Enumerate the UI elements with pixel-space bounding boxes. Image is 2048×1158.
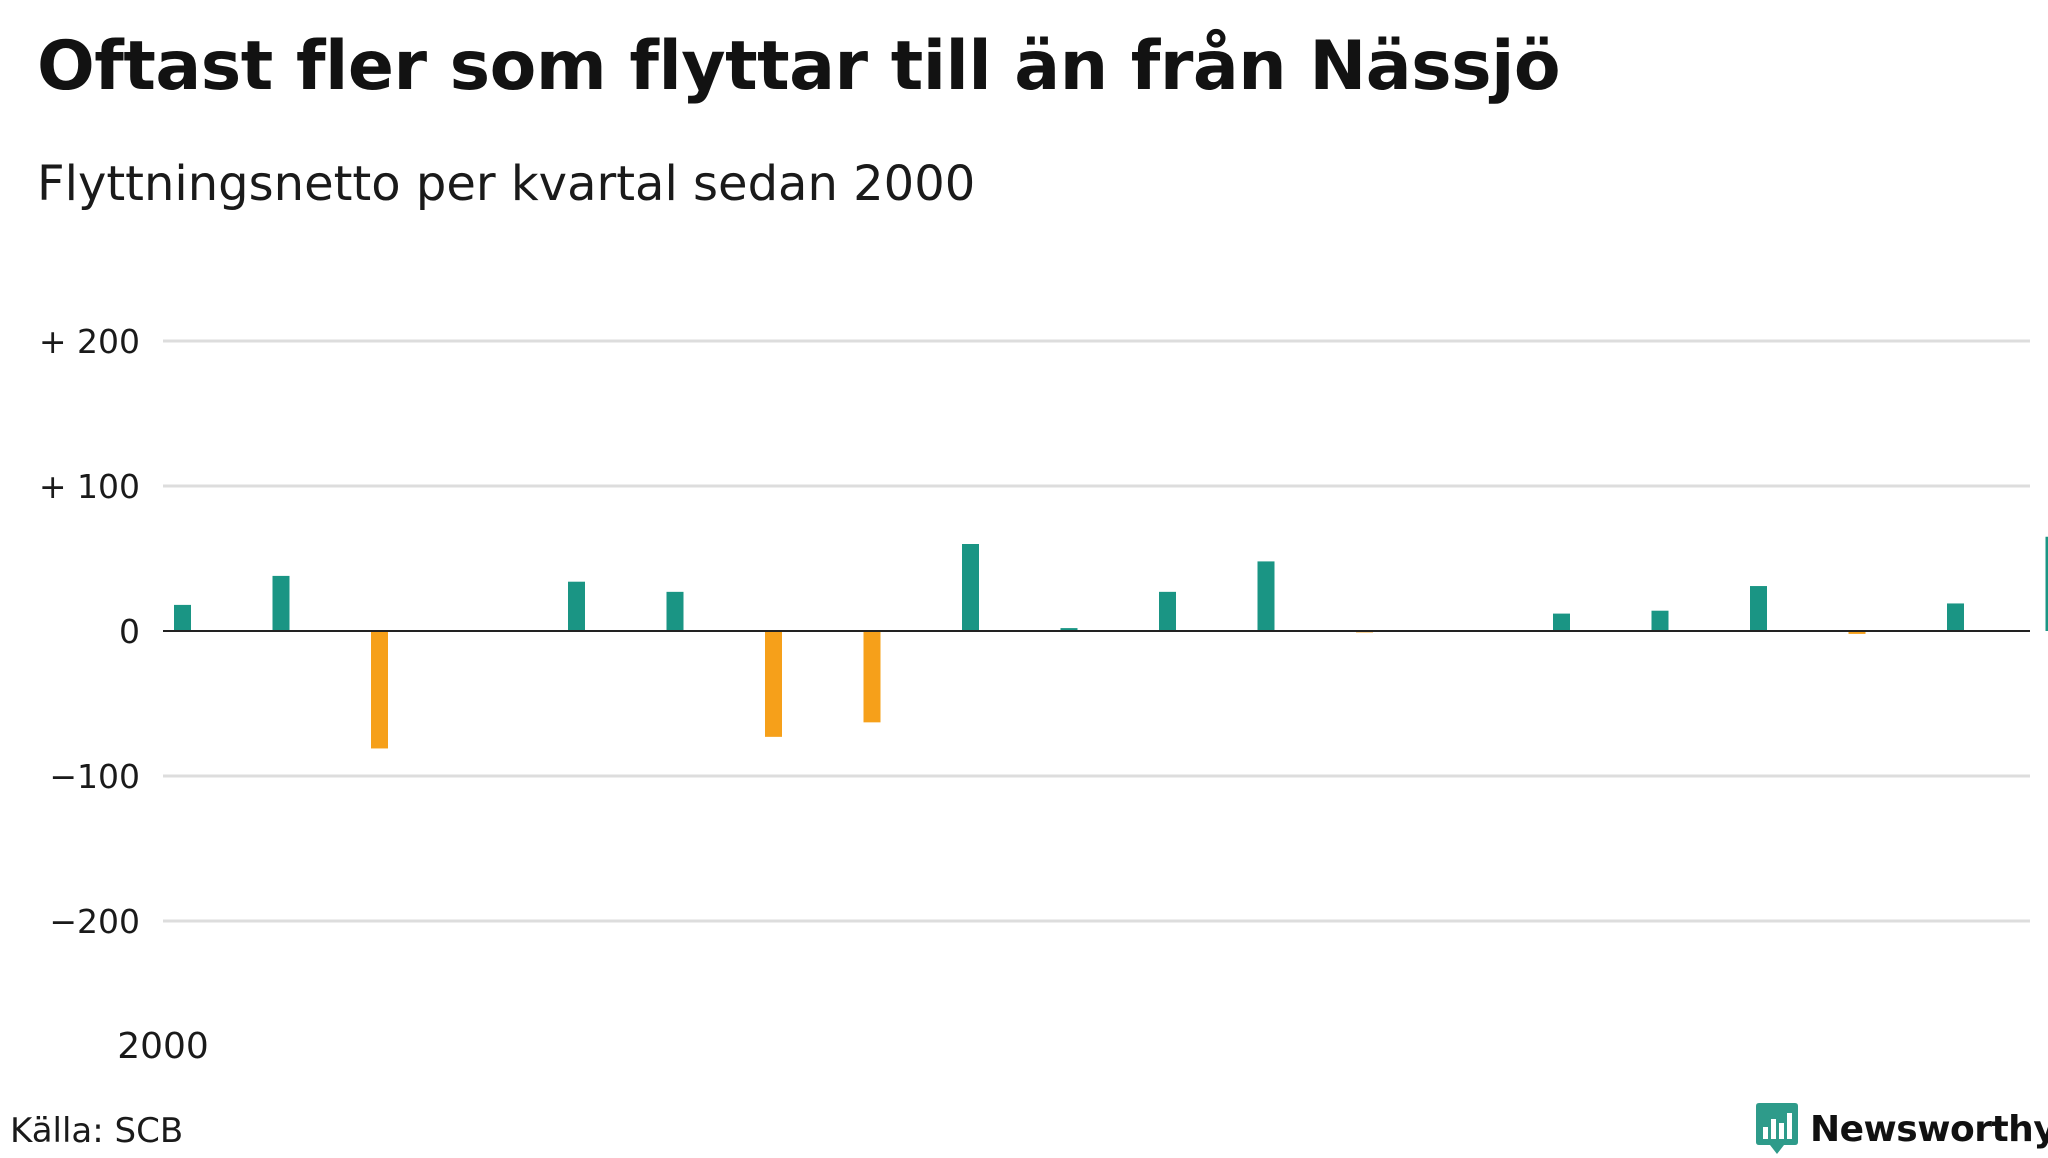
bar-chart-icon <box>1754 1101 1800 1157</box>
bar <box>1947 603 1964 631</box>
y-tick-label: + 100 <box>39 467 140 506</box>
bar <box>568 582 585 631</box>
bar <box>273 576 290 631</box>
x-axis-tick-labels: 20002005201020152020 <box>117 1026 2048 1067</box>
bar <box>962 544 979 631</box>
bar <box>667 592 684 631</box>
bar <box>1652 611 1669 631</box>
bar <box>864 631 881 722</box>
brand-name: Newsworthy <box>1810 1109 2048 1150</box>
newsworthy-logo: Newsworthy <box>1754 1100 2048 1158</box>
y-tick-label: + 200 <box>39 322 140 361</box>
y-axis-tick-labels: + 200 + 100 0 −100 −200 <box>39 322 140 941</box>
bar <box>1258 561 1275 631</box>
bar <box>1159 592 1176 631</box>
bar <box>1750 586 1767 631</box>
y-tick-label: −100 <box>49 757 140 796</box>
bar <box>765 631 782 737</box>
bars <box>174 287 2048 793</box>
source-note: Källa: SCB <box>10 1108 183 1154</box>
x-tick-label: 2000 <box>117 1026 209 1067</box>
bar <box>174 605 191 631</box>
bar <box>1553 614 1570 631</box>
net-migration-bar-chart: + 200 + 100 0 −100 −200 20002005201020152020 <box>0 0 2048 1090</box>
bar <box>371 631 388 748</box>
y-tick-label: −200 <box>49 902 140 941</box>
y-tick-label: 0 <box>119 612 140 651</box>
